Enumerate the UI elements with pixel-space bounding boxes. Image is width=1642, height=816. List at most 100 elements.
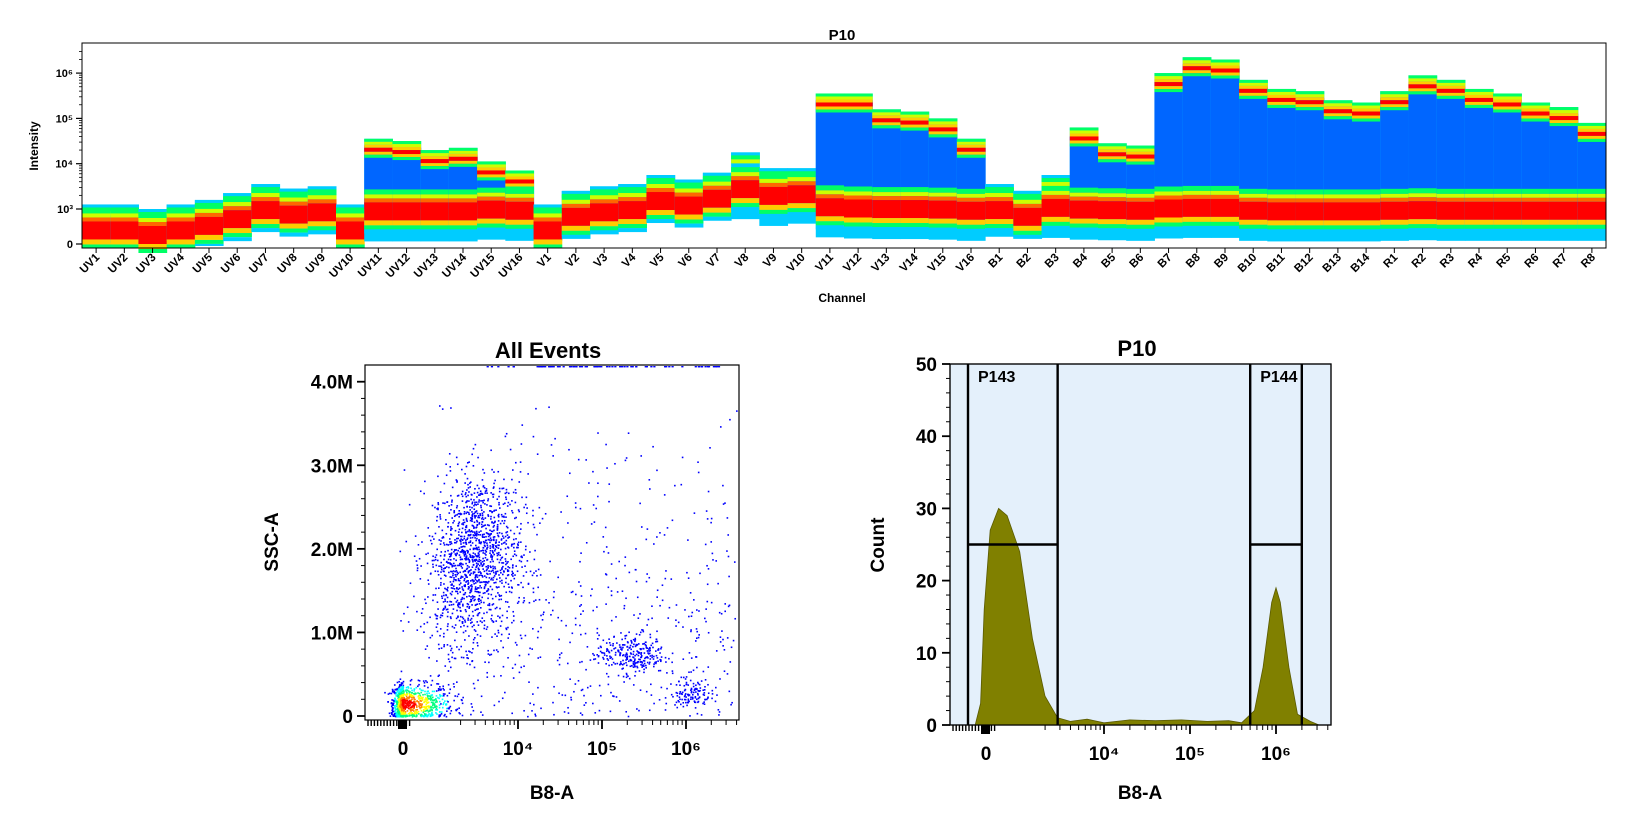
spectrum-dim-band [844,222,873,227]
scatter-point [496,498,499,501]
scatter-point [391,703,394,705]
scatter-point [484,581,487,583]
scatter-point [452,683,455,685]
scatter-point [602,652,604,654]
spectrum-bar [759,168,789,226]
scatter-point [457,579,460,582]
scatter-point [450,494,452,497]
scatter-point [400,688,403,690]
spectrum-bar-band [1182,66,1212,71]
scatter-point [486,532,489,535]
spectrum-dim-band [1013,199,1043,204]
scatter-point [419,697,422,700]
spectrum-bar-band [900,111,930,115]
scatter-point [537,686,539,689]
spectrum-bar-band [1408,81,1438,85]
scatter-point [505,591,508,594]
scatter-point [519,634,522,637]
spectrum-bar [1380,91,1409,241]
scatter-point [527,521,529,524]
scatter-point [539,522,541,524]
spectrum-bar-band [1549,120,1579,124]
spectrum-dim-band [1098,188,1127,194]
scatter-point [657,649,660,651]
scatter-point [450,617,452,620]
scatter-point [695,684,697,687]
scatter-point [478,612,481,614]
scatter-point [531,648,534,650]
scatter-point [622,667,624,670]
scatter-point [408,704,410,707]
scatter-point [453,549,456,551]
spectrum-bar-band [1239,88,1268,93]
scatter-point [621,668,624,670]
scatter-point [465,555,468,557]
scatter-point [409,701,411,703]
scatter-point [645,538,648,541]
scatter-point [489,529,491,532]
scatter-point [458,603,461,606]
scatter-point [628,571,631,574]
scatter-point [645,690,648,693]
spectrum-dim-band [251,193,281,198]
scatter-point [513,550,516,552]
spectrum-dim-band [1041,194,1071,199]
scatter-point [675,619,677,621]
scatter-point [497,514,500,517]
scatter-point [511,573,513,576]
scatter-point [480,550,482,552]
scatter-point [433,704,436,707]
scatter-point [400,670,403,673]
scatter-point [511,511,514,514]
scatter-point [488,510,491,512]
scatter-point [627,675,629,678]
scatter-point [486,590,489,592]
scatter-point [398,693,401,696]
scatter-point [497,366,500,368]
scatter-point [607,586,610,589]
scatter-point [384,691,386,694]
scatter-point [444,600,447,602]
scatter-point [429,539,432,542]
scatter-point [454,539,456,541]
scatter-point [494,549,496,552]
scatter-point [477,624,480,626]
scatter-point [695,656,698,658]
scatter-point [426,708,428,710]
scatter-point [476,547,478,550]
scatter-point [481,621,483,624]
scatter-point [483,627,486,630]
scatter-point [435,712,437,714]
scatter-point [441,614,444,617]
scatter-point [469,486,472,488]
scatter-point [449,576,452,578]
scatter-point [396,708,399,711]
scatter-point [552,455,554,457]
spectrum-dim-band [82,217,111,222]
spectrum-dim-band [533,217,563,222]
scatter-point [486,544,489,547]
scatter-point [464,553,467,556]
spectrum-bar [420,150,450,242]
scatter-point [466,576,468,578]
scatter-point [402,630,405,632]
scatter-point [478,548,480,551]
scatter-point [581,660,583,663]
scatter-point [491,511,494,513]
spectrum-dim-band [505,197,535,202]
scatter-point [491,588,494,591]
scatter-point [567,706,569,709]
spectrum-dim-band [1549,197,1579,202]
scatter-point [434,506,436,509]
scatter-point [717,366,721,368]
scatter-point [449,600,451,603]
scatter-point [424,648,427,650]
scatter-point [448,453,451,455]
scatter-point [464,528,467,531]
scatter-point [538,598,541,601]
scatter-y-tick-label: 3.0M [311,456,353,477]
spectrum-dim-band [166,221,196,240]
spectrum-dim-band [82,239,111,245]
scatter-point [461,588,464,590]
spectrum-bar-band [956,141,986,145]
